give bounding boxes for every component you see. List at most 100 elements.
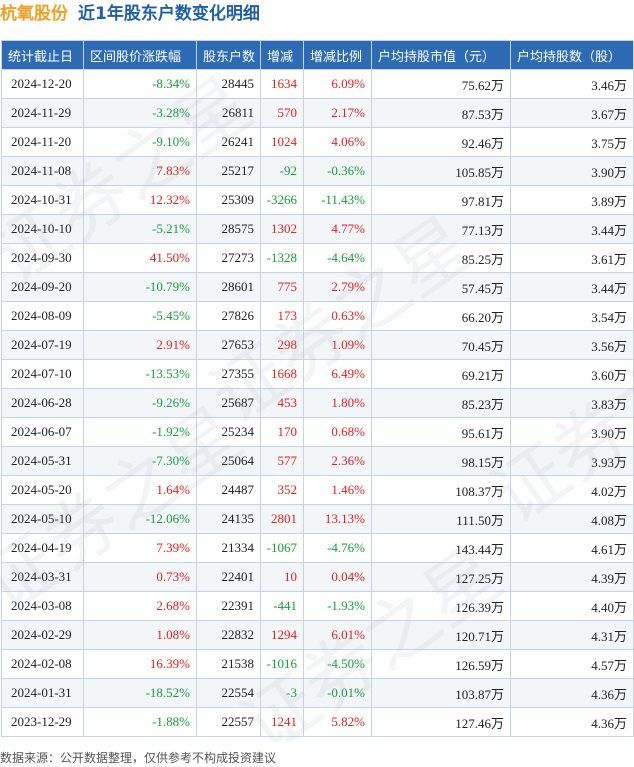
cell-date: 2024-11-29 xyxy=(1,98,84,128)
cell-avg-shares: 4.08万 xyxy=(510,504,634,534)
cell-date: 2024-06-07 xyxy=(1,417,84,447)
cell-change-pct: -0.36% xyxy=(303,156,372,186)
table-row: 2024-08-09 -5.45% 27826 173 0.63% 66.20万 3.54万 xyxy=(1,301,634,331)
cell-avg-value: 120.71万 xyxy=(371,620,511,650)
cell-holders: 21538 xyxy=(196,649,261,679)
cell-change: 1634 xyxy=(260,69,304,99)
table-row: 2024-07-10 -13.53% 27355 1668 6.49% 69.21万 3.6… xyxy=(1,359,634,389)
cell-avg-value: 97.81万 xyxy=(371,185,511,215)
cell-avg-value: 111.50万 xyxy=(371,504,511,534)
cell-price-change: 2.68% xyxy=(83,591,197,621)
column-header-change: 增减 xyxy=(260,40,304,70)
cell-date: 2024-05-10 xyxy=(1,504,84,534)
page-title: 杭氧股份 近1年股东户数变化明细 xyxy=(0,0,260,32)
cell-avg-shares: 3.44万 xyxy=(510,272,634,302)
cell-holders: 27826 xyxy=(196,301,261,331)
cell-date: 2024-08-09 xyxy=(1,301,84,331)
cell-holders: 25064 xyxy=(196,446,261,476)
cell-date: 2023-12-29 xyxy=(1,707,84,737)
cell-change-pct: 13.13% xyxy=(303,504,372,534)
cell-avg-value: 69.21万 xyxy=(371,359,511,389)
cell-holders: 27653 xyxy=(196,330,261,360)
cell-holders: 22401 xyxy=(196,562,261,592)
cell-avg-shares: 4.39万 xyxy=(510,562,634,592)
table-row: 2024-11-08 7.83% 25217 -92 -0.36% 105.85万 3.90… xyxy=(1,156,634,186)
cell-avg-shares: 3.46万 xyxy=(510,69,634,99)
table-row: 2024-01-31 -18.52% 22554 -3 -0.01% 103.87万 4.3… xyxy=(1,678,634,708)
cell-change: -3266 xyxy=(260,185,304,215)
cell-date: 2024-09-20 xyxy=(1,272,84,302)
data-source-note: 数据来源：公开数据整理，仅供参考不构成投资建议 xyxy=(0,751,277,765)
cell-holders: 22557 xyxy=(196,707,261,737)
cell-price-change: -9.26% xyxy=(83,388,197,418)
table-row: 2024-10-31 12.32% 25309 -3266 -11.43% 97.81万 3… xyxy=(1,185,634,215)
cell-holders: 26811 xyxy=(196,98,261,128)
cell-date: 2024-06-28 xyxy=(1,388,84,418)
cell-change-pct: 0.63% xyxy=(303,301,372,331)
cell-change-pct: -4.76% xyxy=(303,533,372,563)
cell-holders: 21334 xyxy=(196,533,261,563)
cell-price-change: -12.06% xyxy=(83,504,197,534)
cell-date: 2024-03-31 xyxy=(1,562,84,592)
cell-change-pct: -4.64% xyxy=(303,243,372,273)
cell-avg-value: 77.13万 xyxy=(371,214,511,244)
cell-holders: 26241 xyxy=(196,127,261,157)
column-header-holders: 股东户数 xyxy=(196,40,261,70)
cell-change-pct: 2.36% xyxy=(303,446,372,476)
cell-price-change: -5.45% xyxy=(83,301,197,331)
table-body: 2024-12-20 -8.34% 28445 1634 6.09% 75.62万 3.46… xyxy=(1,69,634,737)
table-row: 2024-04-19 7.39% 21334 -1067 -4.76% 143.44万 4.… xyxy=(1,533,634,563)
cell-change: 775 xyxy=(260,272,304,302)
page-subtitle: 近1年股东户数变化明细 xyxy=(78,4,260,24)
cell-price-change: -9.10% xyxy=(83,127,197,157)
cell-change: 1024 xyxy=(260,127,304,157)
cell-holders: 24135 xyxy=(196,504,261,534)
cell-holders: 25217 xyxy=(196,156,261,186)
cell-avg-value: 108.37万 xyxy=(371,475,511,505)
cell-price-change: -8.34% xyxy=(83,69,197,99)
cell-holders: 25309 xyxy=(196,185,261,215)
table-row: 2024-11-29 -3.28% 26811 570 2.17% 87.53万 3.67万 xyxy=(1,98,634,128)
cell-avg-shares: 4.36万 xyxy=(510,678,634,708)
column-header-change-pct: 增减比例 xyxy=(303,40,372,70)
cell-avg-shares: 3.83万 xyxy=(510,388,634,418)
column-header-date: 统计截止日 xyxy=(1,40,84,70)
table-row: 2024-02-29 1.08% 22832 1294 6.01% 120.71万 4.31… xyxy=(1,620,634,650)
cell-avg-shares: 4.57万 xyxy=(510,649,634,679)
cell-avg-value: 103.87万 xyxy=(371,678,511,708)
cell-price-change: -7.30% xyxy=(83,446,197,476)
cell-change: 1241 xyxy=(260,707,304,737)
cell-price-change: -13.53% xyxy=(83,359,197,389)
cell-avg-shares: 3.44万 xyxy=(510,214,634,244)
cell-change-pct: 2.79% xyxy=(303,272,372,302)
table-row: 2024-03-08 2.68% 22391 -441 -1.93% 126.39万 4.4… xyxy=(1,591,634,621)
column-header-avg-shares: 户均持股数（股） xyxy=(510,40,634,70)
cell-date: 2024-11-20 xyxy=(1,127,84,157)
table-row: 2024-09-30 41.50% 27273 -1328 -4.64% 85.25万 3.… xyxy=(1,243,634,273)
table-row: 2024-09-20 -10.79% 28601 775 2.79% 57.45万 3.44… xyxy=(1,272,634,302)
cell-avg-shares: 3.61万 xyxy=(510,243,634,273)
cell-avg-value: 75.62万 xyxy=(371,69,511,99)
cell-change-pct: 0.04% xyxy=(303,562,372,592)
cell-avg-value: 66.20万 xyxy=(371,301,511,331)
cell-date: 2024-05-20 xyxy=(1,475,84,505)
cell-avg-shares: 3.90万 xyxy=(510,156,634,186)
cell-price-change: 2.91% xyxy=(83,330,197,360)
cell-holders: 28445 xyxy=(196,69,261,99)
table-row: 2024-12-20 -8.34% 28445 1634 6.09% 75.62万 3.46… xyxy=(1,69,634,99)
table-row: 2024-05-10 -12.06% 24135 2801 13.13% 111.50万 4… xyxy=(1,504,634,534)
table-row: 2023-12-29 -1.88% 22557 1241 5.82% 127.46万 4.3… xyxy=(1,707,634,737)
cell-change-pct: 0.68% xyxy=(303,417,372,447)
cell-date: 2024-05-31 xyxy=(1,446,84,476)
cell-avg-shares: 3.60万 xyxy=(510,359,634,389)
cell-change: -1067 xyxy=(260,533,304,563)
cell-change: -441 xyxy=(260,591,304,621)
cell-price-change: 1.08% xyxy=(83,620,197,650)
table-row: 2024-07-19 2.91% 27653 298 1.09% 70.45万 3.56万 xyxy=(1,330,634,360)
cell-date: 2024-02-29 xyxy=(1,620,84,650)
cell-change: 570 xyxy=(260,98,304,128)
cell-avg-shares: 3.67万 xyxy=(510,98,634,128)
cell-avg-value: 57.45万 xyxy=(371,272,511,302)
cell-avg-value: 85.25万 xyxy=(371,243,511,273)
cell-change-pct: -0.01% xyxy=(303,678,372,708)
